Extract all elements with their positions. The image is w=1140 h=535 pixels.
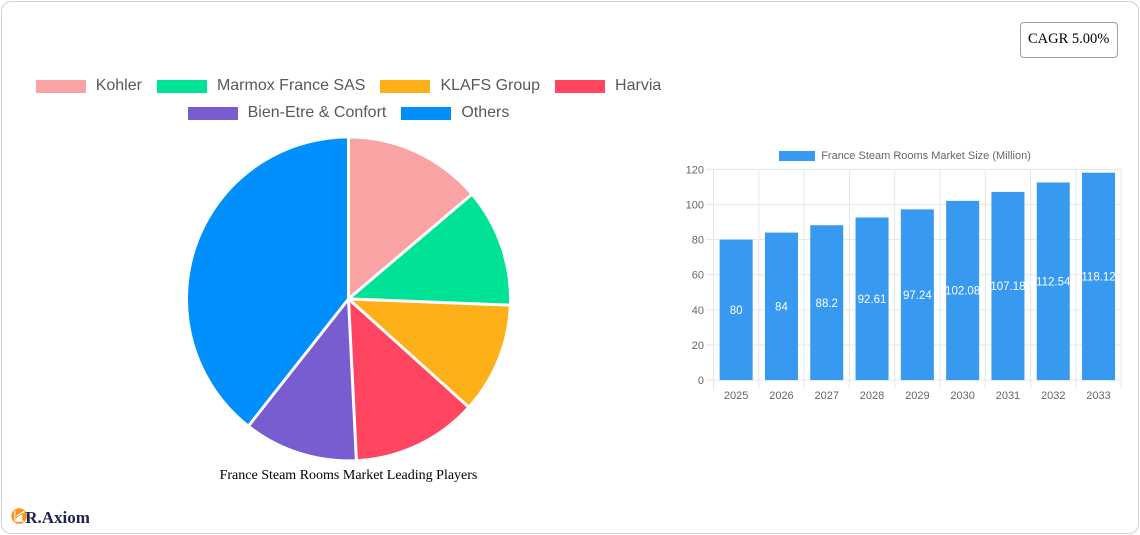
svg-text:2029: 2029 bbox=[905, 390, 929, 402]
svg-text:0: 0 bbox=[698, 375, 704, 387]
svg-text:80: 80 bbox=[692, 235, 704, 247]
svg-text:2028: 2028 bbox=[860, 390, 884, 402]
svg-text:2027: 2027 bbox=[815, 390, 839, 402]
svg-text:100: 100 bbox=[686, 199, 704, 211]
svg-text:120: 120 bbox=[686, 164, 704, 176]
svg-text:2033: 2033 bbox=[1086, 390, 1110, 402]
svg-text:40: 40 bbox=[692, 305, 704, 317]
svg-text:88.2: 88.2 bbox=[816, 298, 838, 310]
svg-text:2032: 2032 bbox=[1041, 390, 1065, 402]
svg-text:20: 20 bbox=[692, 340, 704, 352]
svg-text:112.54: 112.54 bbox=[1036, 276, 1071, 288]
svg-text:2025: 2025 bbox=[724, 390, 748, 402]
svg-text:84: 84 bbox=[775, 301, 788, 313]
svg-text:97.24: 97.24 bbox=[903, 290, 932, 302]
svg-text:80: 80 bbox=[730, 305, 743, 317]
svg-text:2031: 2031 bbox=[996, 390, 1020, 402]
svg-text:118.12: 118.12 bbox=[1081, 272, 1115, 284]
svg-text:92.61: 92.61 bbox=[858, 294, 887, 306]
svg-text:2026: 2026 bbox=[769, 390, 793, 402]
svg-text:60: 60 bbox=[692, 270, 704, 282]
svg-text:2030: 2030 bbox=[950, 390, 974, 402]
svg-text:107.18: 107.18 bbox=[990, 281, 1025, 293]
svg-text:102.08: 102.08 bbox=[945, 286, 980, 298]
